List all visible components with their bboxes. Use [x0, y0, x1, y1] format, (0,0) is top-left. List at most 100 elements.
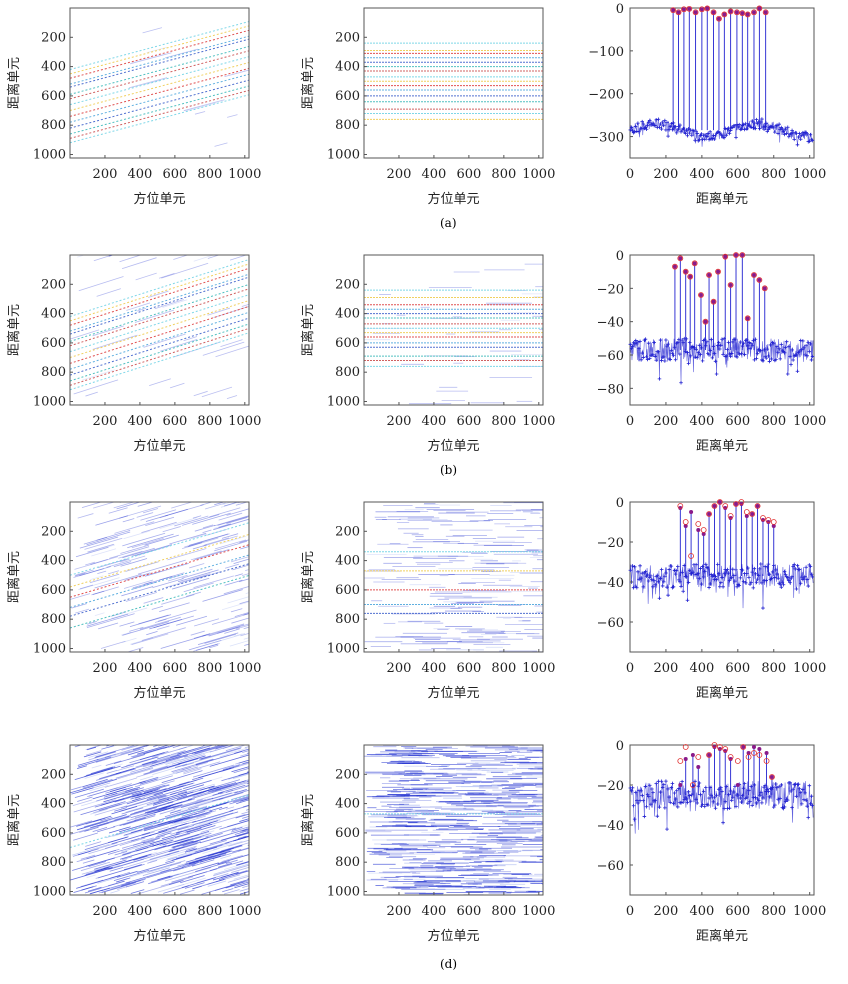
noise-streak [149, 618, 183, 630]
noise-streak [80, 861, 111, 872]
reference-circle [706, 511, 712, 517]
noise-streak [218, 806, 228, 811]
noise-streak [152, 745, 154, 746]
noise-streak [224, 836, 246, 844]
peak-marker [740, 11, 745, 16]
noise-streak [167, 832, 212, 847]
y-axis-label: 距离单元 [300, 551, 316, 603]
reference-circle [716, 499, 723, 505]
noise-streak [199, 814, 246, 829]
noise-streak [221, 533, 239, 539]
noise-streak [208, 626, 240, 637]
peak-marker [769, 775, 774, 779]
noise-streak [219, 849, 232, 854]
noise-streak [79, 536, 119, 549]
noise-streak [184, 533, 230, 548]
noise-streak [228, 747, 248, 755]
noise-streak [130, 804, 174, 819]
noise-streak [166, 847, 207, 860]
noise-streak [169, 870, 191, 878]
reference-circle [727, 754, 734, 760]
noise-streak [191, 859, 215, 867]
y-tick-label: 800 [41, 118, 66, 133]
noise-streak [110, 890, 120, 894]
noise-streak [161, 770, 203, 783]
y-tick-label: 0 [616, 2, 624, 17]
noise-streak [236, 861, 249, 866]
noise-streak [142, 867, 170, 876]
noise-streak [202, 801, 230, 810]
noise-streak [196, 792, 224, 801]
peak-marker [762, 286, 767, 291]
reference-circle [751, 750, 757, 756]
noise-streak [100, 640, 126, 649]
noise-streak [104, 777, 137, 788]
noise-streak [103, 789, 144, 803]
noise-streak [224, 579, 243, 586]
noise-streak [158, 823, 187, 833]
noise-streak [241, 303, 249, 307]
x-tick-label: 800 [491, 167, 516, 182]
noise-streak [167, 835, 205, 847]
y-tick-label: 0 [616, 739, 624, 754]
peak-marker [755, 504, 760, 508]
noise-streak [106, 770, 117, 774]
noise-streak [77, 796, 93, 802]
x-tick-label: 1000 [228, 167, 261, 182]
noise-streak [183, 745, 215, 755]
x-tick-label: 600 [456, 414, 481, 429]
noise-streak [131, 784, 166, 796]
noise-streak [209, 860, 244, 872]
reference-circle [722, 253, 729, 260]
x-axis-label: 距离单元 [696, 685, 748, 701]
noise-streak [194, 748, 241, 763]
noise-streak [87, 886, 102, 892]
noise-streak [142, 831, 155, 836]
noise-streak [97, 826, 116, 833]
noise-streak [161, 594, 195, 605]
noise-streak [96, 288, 121, 297]
noise-streak [146, 797, 170, 806]
noise-streak [211, 613, 249, 625]
noise-streak [171, 840, 194, 848]
noise-streak [149, 850, 179, 860]
noise-streak [230, 879, 249, 886]
x-tick-label: 200 [93, 904, 118, 919]
noise-streak [161, 801, 183, 809]
reference-circle [751, 9, 757, 16]
noise-streak [201, 862, 219, 869]
noise-streak [82, 778, 113, 789]
noise-streak [104, 745, 149, 758]
x-tick-label: 400 [422, 661, 447, 676]
noise-streak [164, 867, 212, 882]
noise-streak [148, 290, 169, 298]
noise-streak [147, 865, 171, 874]
noise-streak [207, 255, 221, 259]
y-tick-label: −40 [597, 819, 624, 834]
noise-streak [86, 613, 129, 627]
noise-streak [139, 616, 181, 630]
plot-frame [69, 501, 250, 653]
peak-marker [671, 8, 676, 13]
noise-streak [248, 757, 249, 759]
noise-streak [218, 792, 244, 801]
noise-streak [130, 834, 152, 842]
noise-streak [111, 832, 151, 845]
noise-streak [242, 885, 249, 888]
noise-streak [187, 542, 203, 548]
noise-streak [153, 820, 164, 825]
noise-streak [97, 570, 107, 575]
noise-streak [221, 772, 249, 782]
target-trace [70, 794, 249, 849]
noise-streak [167, 548, 207, 561]
noise-streak [98, 878, 146, 894]
noise-streak [73, 885, 97, 893]
x-tick-label: 200 [387, 661, 412, 676]
reference-circle [756, 5, 763, 12]
noise-streak [170, 837, 197, 846]
noise-streak [87, 544, 115, 554]
noise-streak [157, 884, 185, 893]
noise-streak [172, 745, 182, 749]
noise-streak [170, 750, 186, 756]
noise-streak [222, 745, 237, 749]
